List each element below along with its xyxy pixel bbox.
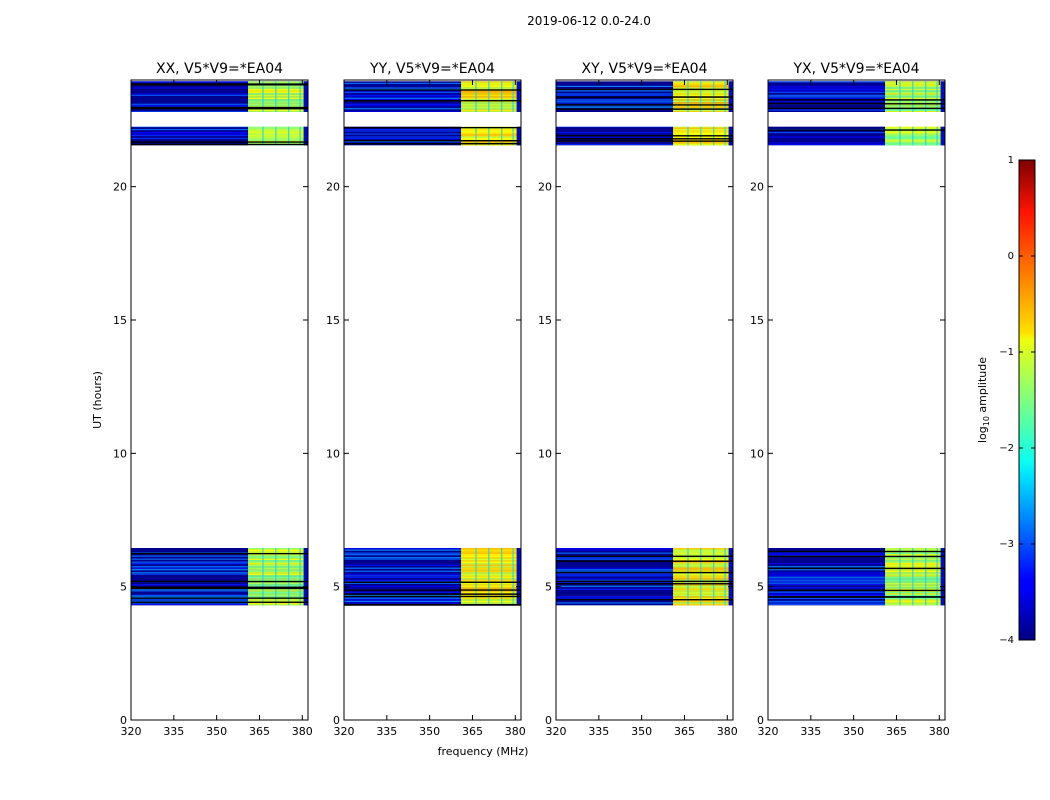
x-tick-label: 335 [163, 725, 184, 738]
y-tick-label: 10 [113, 447, 127, 460]
x-tick-label: 320 [546, 725, 567, 738]
y-tick-label: 0 [545, 714, 552, 727]
colorbar-label: log10 amplitude [976, 357, 991, 443]
panel-frame [555, 79, 734, 721]
y-tick-label: 0 [333, 714, 340, 727]
x-tick-label: 320 [121, 725, 142, 738]
heatmap-panel-2: YY, V5*V9=*EA04 320 335 350 365 380 0 5 10 15 20 [326, 61, 526, 738]
gap-row [344, 112, 521, 127]
heatmap-cells [556, 81, 733, 606]
x-tick-label: 365 [886, 725, 907, 738]
panel-frame [767, 79, 946, 721]
heatmap-cells [344, 81, 521, 606]
x-tick-label: 335 [588, 725, 609, 738]
x-tick-label: 320 [758, 725, 779, 738]
x-tick-label: 380 [929, 725, 950, 738]
y-tick-label: 20 [113, 181, 127, 194]
x-tick-label: 380 [717, 725, 738, 738]
x-tick-label: 350 [206, 725, 227, 738]
y-tick-label: 20 [326, 181, 340, 194]
panel-title: XY, V5*V9=*EA04 [582, 61, 708, 77]
gap-row [131, 112, 308, 127]
x-tick-label: 350 [419, 725, 440, 738]
colorbar-tick-label: −4 [999, 635, 1014, 646]
panel-background [768, 80, 945, 720]
x-tick-label: 350 [843, 725, 864, 738]
y-tick-label: 10 [538, 447, 552, 460]
x-axis-label: frequency (MHz) [438, 745, 529, 758]
panel-frame [130, 79, 309, 721]
gap-row [556, 112, 733, 127]
colorbar-tick-label: −2 [999, 443, 1014, 454]
y-tick-label: 0 [757, 714, 764, 727]
y-tick-label: 10 [326, 447, 340, 460]
figure-title: 2019-06-12 0.0-24.0 [527, 14, 651, 28]
panel-frame [343, 79, 522, 721]
x-tick-label: 365 [249, 725, 270, 738]
x-tick-label: 335 [376, 725, 397, 738]
y-tick-label: 15 [538, 314, 552, 327]
x-tick-label: 365 [462, 725, 483, 738]
y-tick-label: 0 [120, 714, 127, 727]
y-tick-label: 5 [333, 581, 340, 594]
x-tick-label: 320 [334, 725, 355, 738]
x-tick-label: 380 [505, 725, 526, 738]
y-tick-label: 10 [750, 447, 764, 460]
y-tick-label: 15 [750, 314, 764, 327]
y-tick-label: 5 [545, 581, 552, 594]
x-tick-label: 335 [800, 725, 821, 738]
heatmap-panel-4: YX, V5*V9=*EA04 320 335 350 365 380 0 5 10 15 20 [750, 61, 950, 738]
heatmap-cells [768, 81, 945, 606]
heatmap-panel-1: XX, V5*V9=*EA04 320 335 350 365 380 0 5 10 15 20 [113, 61, 313, 738]
y-axis-label: UT (hours) [91, 371, 104, 429]
panel-title: XX, V5*V9=*EA04 [156, 61, 283, 77]
colorbar-scale [1018, 159, 1036, 641]
y-tick-label: 20 [750, 181, 764, 194]
x-tick-label: 380 [292, 725, 313, 738]
panel-background [131, 80, 308, 720]
x-tick-label: 350 [631, 725, 652, 738]
heatmap-panel-3: XY, V5*V9=*EA04 320 335 350 365 380 0 5 10 15 20 [538, 61, 738, 738]
heatmap-cells [131, 81, 308, 606]
colorbar-tick-label: −3 [999, 539, 1014, 550]
panel-background [556, 80, 733, 720]
y-tick-label: 20 [538, 181, 552, 194]
panel-background [344, 80, 521, 720]
colorbar-tick-label: 0 [1008, 251, 1014, 262]
y-tick-label: 5 [757, 581, 764, 594]
y-tick-label: 15 [113, 314, 127, 327]
colorbar-tick-label: −1 [999, 347, 1014, 358]
x-tick-label: 365 [674, 725, 695, 738]
gap-row [768, 112, 945, 127]
colorbar-tick-label: 1 [1008, 155, 1014, 166]
panel-title: YY, V5*V9=*EA04 [369, 61, 495, 77]
y-tick-label: 15 [326, 314, 340, 327]
y-tick-label: 5 [120, 581, 127, 594]
panel-title: YX, V5*V9=*EA04 [793, 61, 920, 77]
